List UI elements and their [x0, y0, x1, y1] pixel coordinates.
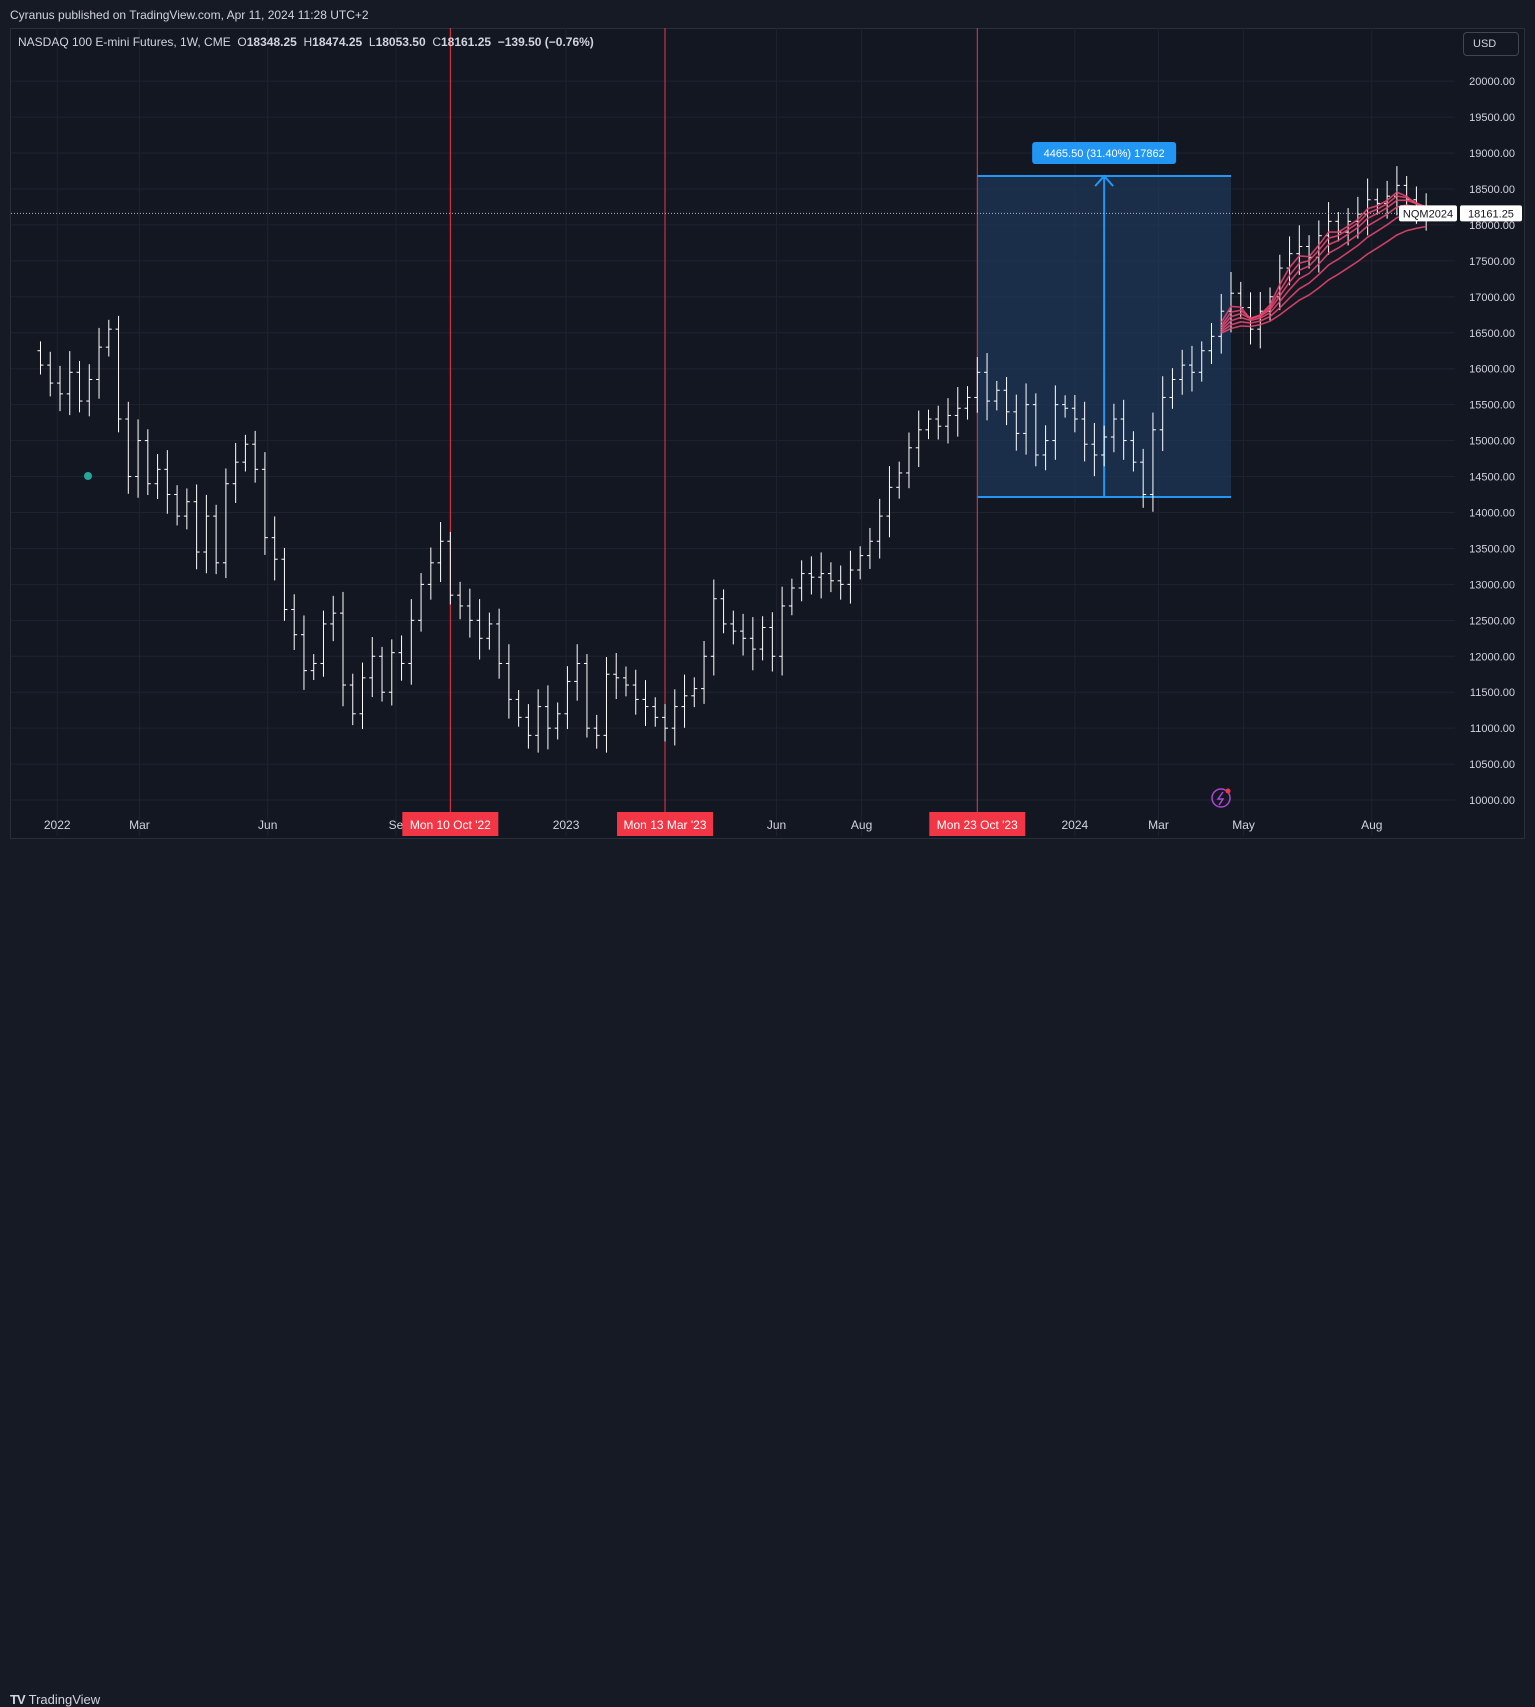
- price-tick-label: 13000.00: [1469, 579, 1515, 591]
- price-tick-label: 15500.00: [1469, 400, 1515, 412]
- price-tag: [1460, 205, 1522, 222]
- price-tick-label: 19500.00: [1469, 112, 1515, 124]
- marker-date-label: Mon 23 Oct '23: [937, 818, 1018, 832]
- price-tick-label: 14500.00: [1469, 472, 1515, 484]
- measure-arrow-head: [1094, 174, 1114, 187]
- price-tick-label: 11000.00: [1470, 723, 1515, 735]
- ema-line: [1220, 204, 1427, 331]
- grid-lines: [11, 28, 1455, 836]
- marker-date-box: [617, 812, 714, 836]
- ticker-tag-label: NQM2024: [1403, 208, 1453, 220]
- marker-date-label: Mon 13 Mar '23: [624, 818, 707, 832]
- price-tick-label: 11500.00: [1470, 687, 1515, 699]
- overlay-labels: NQM2024 18161.25 4465.50 (31.40%) 17862 Mon…: [11, 142, 1522, 836]
- tv-logo-icon: TV: [10, 1692, 26, 1707]
- vertical-markers: [449, 28, 978, 836]
- brand-text: TradingView: [28, 1692, 101, 1707]
- time-tick-label: 2024: [1062, 818, 1089, 832]
- open-label: O: [237, 35, 247, 49]
- publish-info: Cyranus published on TradingView.com, Ap…: [10, 8, 369, 22]
- measure-label-box: [1032, 142, 1177, 165]
- currency-button[interactable]: USD: [1463, 32, 1519, 56]
- marker-date-box: [402, 812, 499, 836]
- flash-badge-icon: [1225, 788, 1231, 794]
- ema-line: [1220, 212, 1427, 333]
- time-tick-label: Mar: [129, 818, 150, 832]
- price-tick-label: 15000.00: [1469, 436, 1515, 448]
- ema-line: [1220, 225, 1427, 335]
- flash-bolt-icon: [1216, 791, 1225, 806]
- price-tick-label: 19000.00: [1469, 148, 1515, 160]
- close-value: 18161.25: [440, 35, 492, 49]
- marker-date-label: Mon 10 Oct '22: [410, 818, 491, 832]
- price-tick-label: 14000.00: [1469, 507, 1515, 519]
- price-tick-label: 12000.00: [1469, 651, 1515, 663]
- signal-dot: [84, 472, 92, 480]
- price-tick-label: 10000.00: [1469, 795, 1515, 807]
- time-tick-label: Mar: [1148, 818, 1169, 832]
- time-tick-label: Se: [389, 818, 404, 832]
- price-axis: 20000.00 19500.00 19000.00 18500.00 18000.00…: [1469, 76, 1515, 807]
- price-tick-label: 18000.00: [1469, 220, 1515, 232]
- tradingview-logo[interactable]: TV TradingView: [10, 1692, 100, 1707]
- measure-label: 4465.50 (31.40%) 17862: [1044, 148, 1165, 160]
- time-tick-label: Aug: [851, 818, 872, 832]
- price-chart[interactable]: 20000.00 19500.00 19000.00 18500.00 18000.00…: [0, 0, 1535, 874]
- ticker-tag: [1399, 205, 1457, 222]
- price-tick-label: 17000.00: [1469, 292, 1515, 304]
- price-tick-label: 16000.00: [1469, 364, 1515, 376]
- price-tick-label: 17500.00: [1469, 256, 1515, 268]
- time-tick-label: Jun: [258, 818, 277, 832]
- time-tick-label: 2023: [553, 818, 580, 832]
- close-label: C: [432, 35, 441, 49]
- price-tick-label: 18500.00: [1469, 184, 1515, 196]
- ema-line: [1220, 199, 1427, 329]
- marker-date-box: [929, 812, 1026, 836]
- change-value: −139.50 (−0.76%): [497, 35, 594, 49]
- time-tick-label: Jun: [767, 818, 786, 832]
- price-tick-label: 12500.00: [1469, 615, 1515, 627]
- low-label: L: [368, 35, 376, 49]
- open-value: 18348.25: [246, 35, 297, 49]
- ema-line: [1220, 191, 1427, 323]
- time-tick-label: May: [1232, 818, 1255, 832]
- price-tick-label: 10500.00: [1469, 759, 1515, 771]
- ohlc-bars: [37, 166, 1430, 753]
- chart-frame[interactable]: [10, 28, 1525, 839]
- price-tag-label: 18161.25: [1468, 208, 1514, 220]
- high-label: H: [303, 35, 313, 49]
- low-value: 18053.50: [375, 35, 426, 49]
- ema-ribbon: [1220, 191, 1427, 335]
- time-tick-label: Aug: [1361, 818, 1382, 832]
- price-tick-label: 16500.00: [1469, 328, 1515, 340]
- high-value: 18474.25: [312, 35, 363, 49]
- symbol-legend: NASDAQ 100 E-mini Futures, 1W, CME O1834…: [18, 35, 594, 49]
- time-axis: 2022 Mar Jun Se 2023 Jun Aug 2024 Mar May Aug: [44, 818, 1383, 832]
- symbol-name: NASDAQ 100 E-mini Futures, 1W, CME: [18, 35, 231, 49]
- flash-icon: [1211, 788, 1231, 808]
- header-bar: Cyranus published on TradingView.com, Ap…: [0, 0, 1535, 28]
- price-tick-label: 13500.00: [1469, 543, 1515, 555]
- price-tick-label: 20000.00: [1469, 76, 1515, 88]
- time-tick-label: 2022: [44, 818, 71, 832]
- footer-bar: TV TradingView: [0, 844, 1535, 1707]
